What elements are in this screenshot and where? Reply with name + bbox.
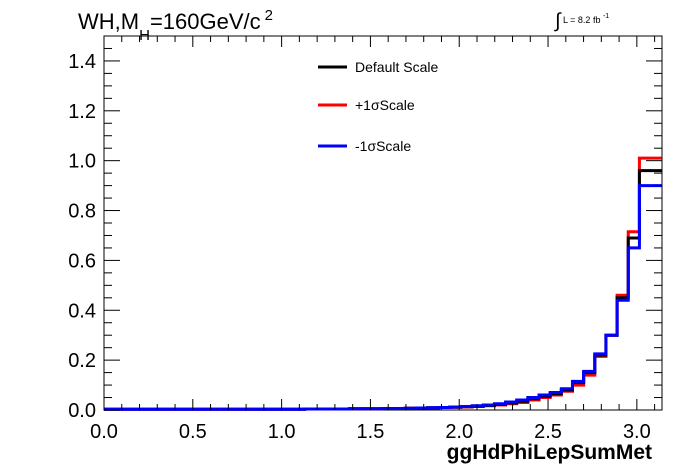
y-tick-label: 0.4 — [68, 300, 96, 322]
y-tick-label: 0.0 — [68, 400, 96, 422]
x-tick-label: 2.5 — [534, 421, 562, 443]
legend-label: Default Scale — [355, 59, 438, 75]
y-tick-label: 0.8 — [68, 201, 96, 223]
y-tick-label: 1.4 — [68, 51, 96, 73]
y-tick-label: 1.0 — [68, 151, 96, 173]
x-tick-label: 1.0 — [268, 421, 296, 443]
luminosity-text: L = 8.2 fb — [563, 15, 601, 25]
y-tick-label: 0.2 — [68, 350, 96, 372]
y-tick-label: 1.2 — [68, 101, 96, 123]
title-rest: =160GeV/c — [149, 9, 261, 34]
title-subscript: H — [139, 27, 150, 44]
legend-label: -1σScale — [355, 138, 411, 154]
title-superscript: 2 — [264, 7, 273, 24]
luminosity-label: ∫ L = 8.2 fb -1 — [555, 11, 610, 31]
luminosity-superscript: -1 — [602, 13, 610, 20]
y-tick-label: 0.6 — [68, 250, 96, 272]
legend-label: +1σScale — [355, 97, 415, 113]
series--1-scale-line — [104, 184, 662, 411]
chart-title: WH,MH=160GeV/c 2 — [78, 7, 273, 44]
x-tick-label: 0.5 — [179, 421, 207, 443]
x-tick-label: 0.0 — [90, 421, 118, 443]
x-axis-title: ggHdPhiLepSumMet — [447, 441, 652, 464]
x-tick-label: 2.0 — [445, 421, 473, 443]
x-tick-label: 3.0 — [623, 421, 651, 443]
title-main: WH,M — [78, 9, 140, 34]
integral-symbol: ∫ — [555, 10, 561, 32]
x-tick-label: 1.5 — [357, 421, 385, 443]
